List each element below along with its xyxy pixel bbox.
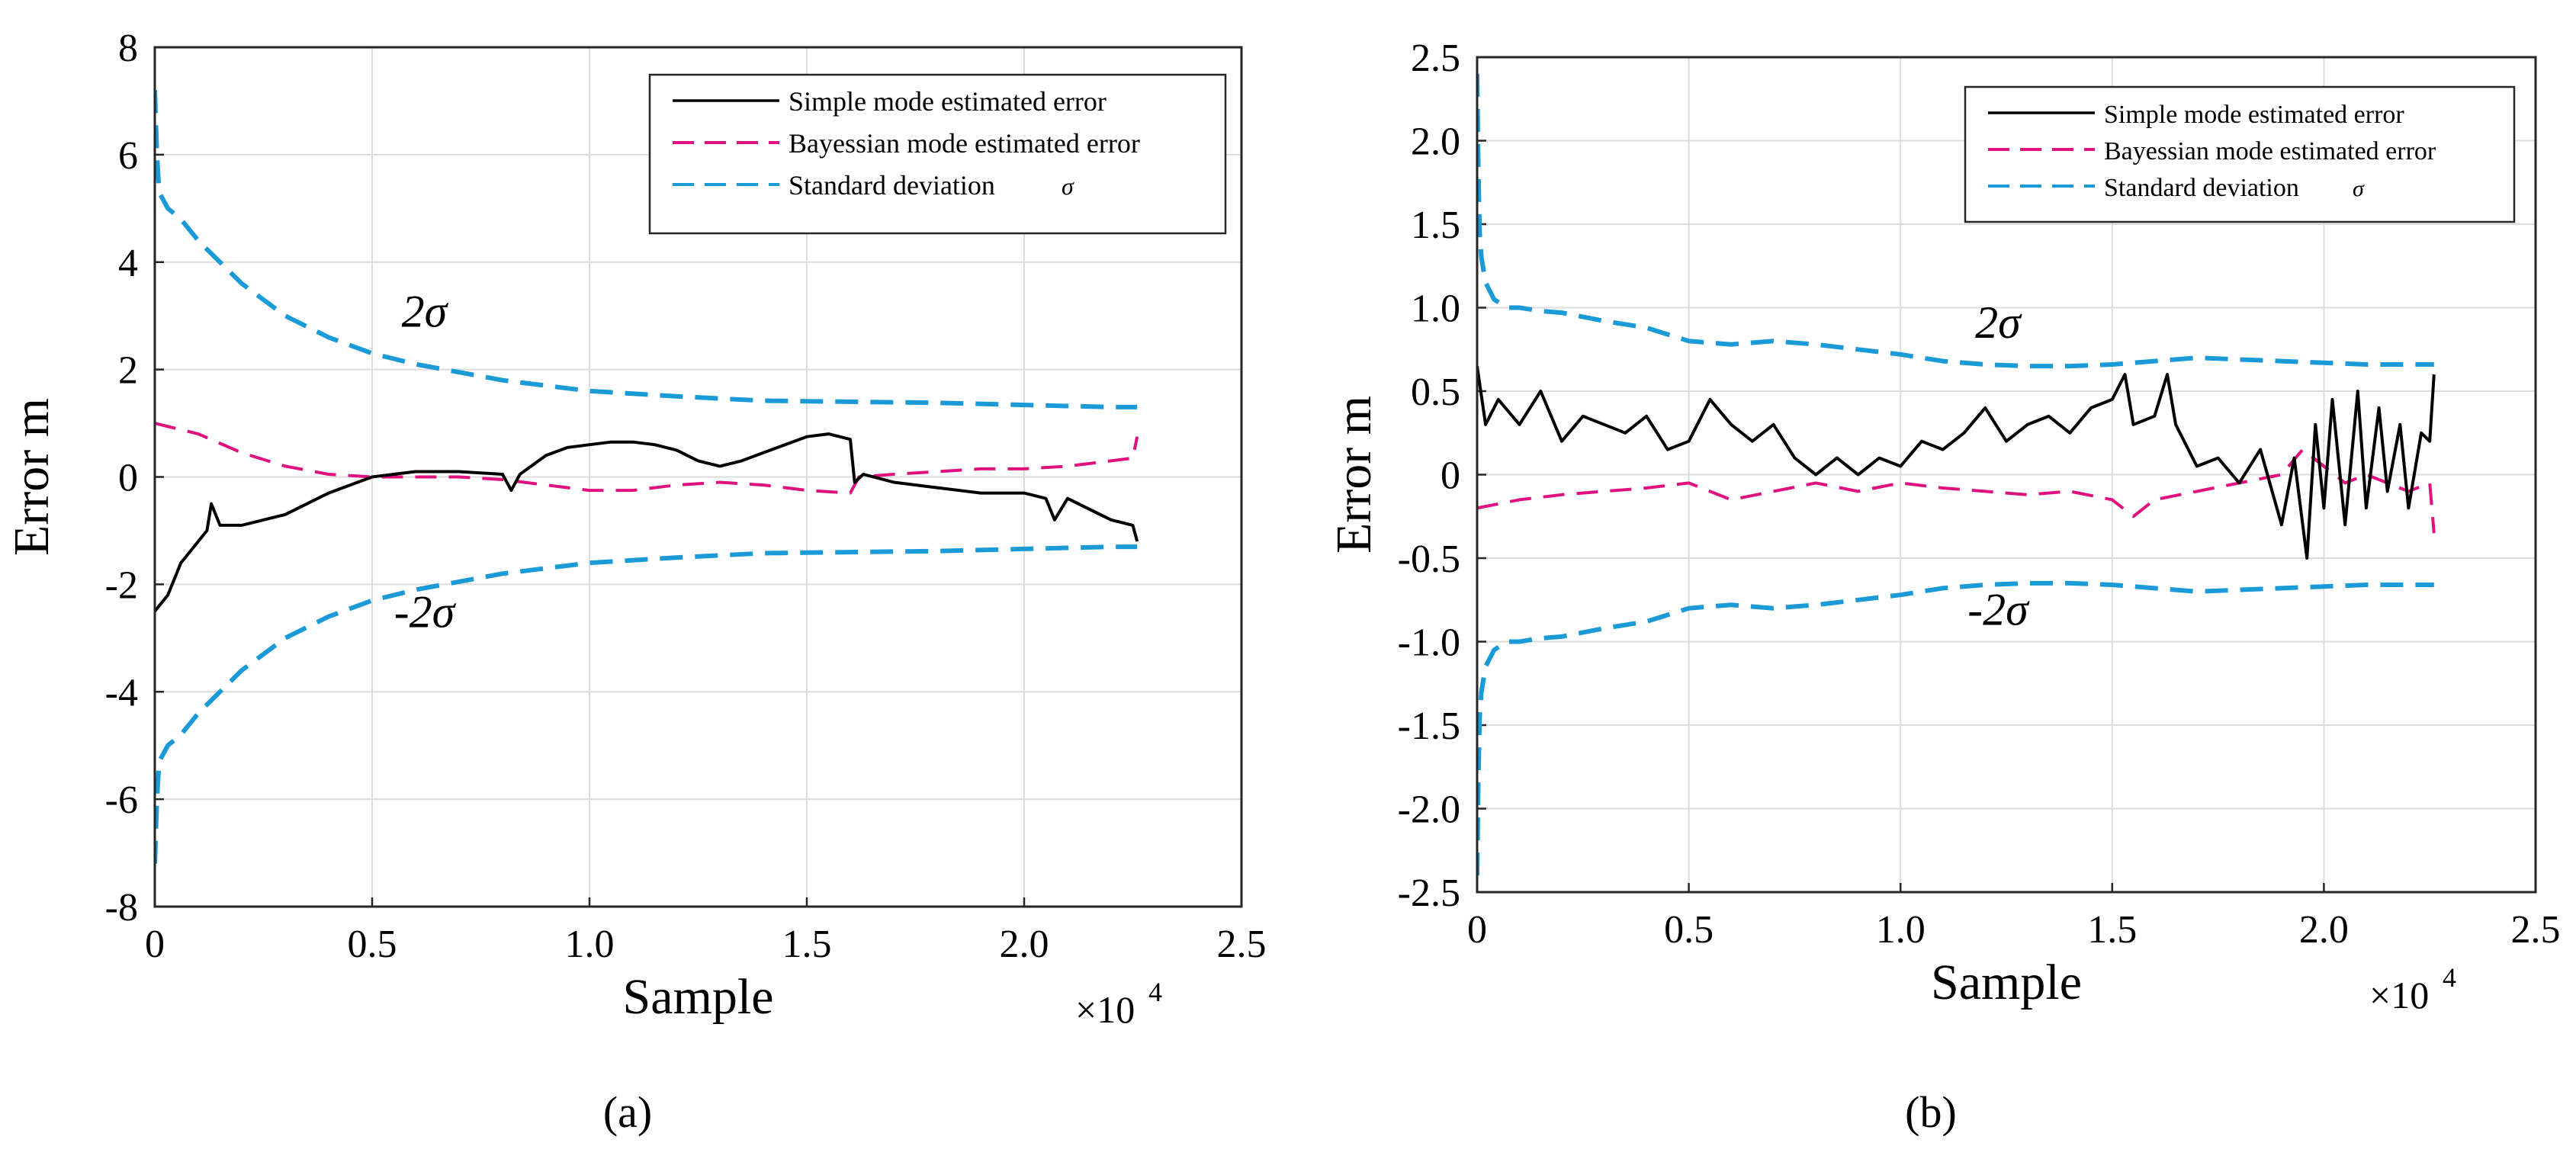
y-tick-label: -0.5: [1398, 538, 1460, 581]
series-minus-2sigma-line: [155, 544, 1138, 864]
annotation-label: 2σ: [402, 286, 449, 336]
y-tick-label: -1.5: [1398, 705, 1460, 748]
series-bayessian-mode-line: [1477, 448, 2436, 534]
legend-label: Bayessian mode estimated error: [2104, 137, 2436, 165]
series-plus-2sigma-line: [155, 90, 1138, 409]
y-tick-label: 8: [118, 27, 138, 70]
x-tick-label: 2.5: [2511, 908, 2561, 952]
y-axis-label: Error m: [1326, 396, 1382, 554]
y-tick-label: -2.5: [1398, 872, 1460, 915]
y-tick-label: 0.5: [1411, 371, 1460, 414]
x-tick-label: 0.5: [1664, 908, 1714, 952]
chart-panel-b: 0 0.5 1.0 1.5 2.0 2.5 -2.5 -2.0 -1.5 -1.0 -0.5 0 0.5…: [1326, 37, 2561, 1137]
x-tick-label: 0: [145, 923, 165, 966]
legend-label: Simple mode estimated error: [2104, 101, 2404, 129]
y-axis-label: Error m: [4, 398, 59, 556]
legend-box: [1964, 85, 2516, 223]
panel-label: (b): [1905, 1087, 1957, 1137]
annotation-label: 2σ: [1975, 297, 2022, 348]
series-minus-2sigma-line: [1477, 580, 2434, 876]
y-tick-label: 4: [118, 242, 138, 285]
chart-panel-a: 0 0.5 1.0 1.5 2.0 2.5 -8 -6 -4 -2 0 2 4 6 8 2σ -2σ Sample…: [4, 27, 1267, 1137]
series-group: [155, 90, 1139, 864]
legend-sigma-symbol: σ: [2353, 176, 2365, 201]
y-tick-label: 0: [1441, 454, 1460, 498]
x-tick-label: 1.5: [2087, 908, 2137, 952]
y-tick-label: 1.0: [1411, 287, 1460, 331]
annotation-label: -2σ: [394, 587, 457, 637]
x-tick-label: 2.0: [2299, 908, 2349, 952]
y-tick-label: 6: [118, 134, 138, 178]
y-tick-label: -2.0: [1398, 788, 1460, 832]
axes-frame: [1476, 56, 2537, 894]
x-tick-label: 0.5: [348, 923, 397, 966]
x-tick-label: 1.5: [782, 923, 832, 966]
x-tick-label: 1.0: [565, 923, 615, 966]
y-tick-label: 1.5: [1411, 204, 1460, 247]
legend-label: Simple mode estimated error: [789, 86, 1107, 117]
y-tick-label: -1.0: [1398, 621, 1460, 665]
series-plus-2sigma-line: [1477, 73, 2434, 369]
y-tick-label: 0: [118, 457, 138, 500]
x-tick-label: 0: [1467, 908, 1487, 952]
series-simple-mode-line: [155, 432, 1139, 612]
legend-sigma-symbol: σ: [1062, 172, 1074, 200]
y-tick-label: -2: [105, 563, 138, 607]
series-simple-mode-line: [1477, 365, 2436, 560]
panel-label: (a): [603, 1087, 652, 1137]
y-tick-label: 2.0: [1411, 120, 1460, 164]
x-axis-label: Sample: [623, 969, 774, 1025]
y-tick-label: -8: [105, 886, 138, 929]
x-tick-label: 2.0: [1000, 923, 1049, 966]
x-multiplier-exponent: 4: [1148, 977, 1162, 1007]
x-multiplier: ×10: [2369, 974, 2429, 1016]
series-group: [1477, 73, 2436, 876]
axes-frame: [153, 46, 1243, 908]
legend-label: Bayessian mode estimated error: [789, 128, 1140, 159]
x-multiplier-exponent: 4: [2443, 962, 2456, 993]
x-multiplier: ×10: [1075, 988, 1135, 1031]
y-tick-label: -6: [105, 779, 138, 822]
annotation-label: -2σ: [1967, 585, 2030, 635]
x-tick-label: 2.5: [1217, 923, 1267, 966]
legend-label: Standard deviation: [789, 170, 995, 201]
y-tick-label: -4: [105, 671, 138, 714]
series-bayessian-mode-line: [155, 422, 1139, 495]
y-tick-label: 2: [118, 349, 138, 393]
legend-label: Standard deviation: [2104, 174, 2299, 202]
x-axis-label: Sample: [1931, 955, 2082, 1010]
x-tick-label: 1.0: [1876, 908, 1926, 952]
y-tick-label: 2.5: [1411, 37, 1460, 80]
